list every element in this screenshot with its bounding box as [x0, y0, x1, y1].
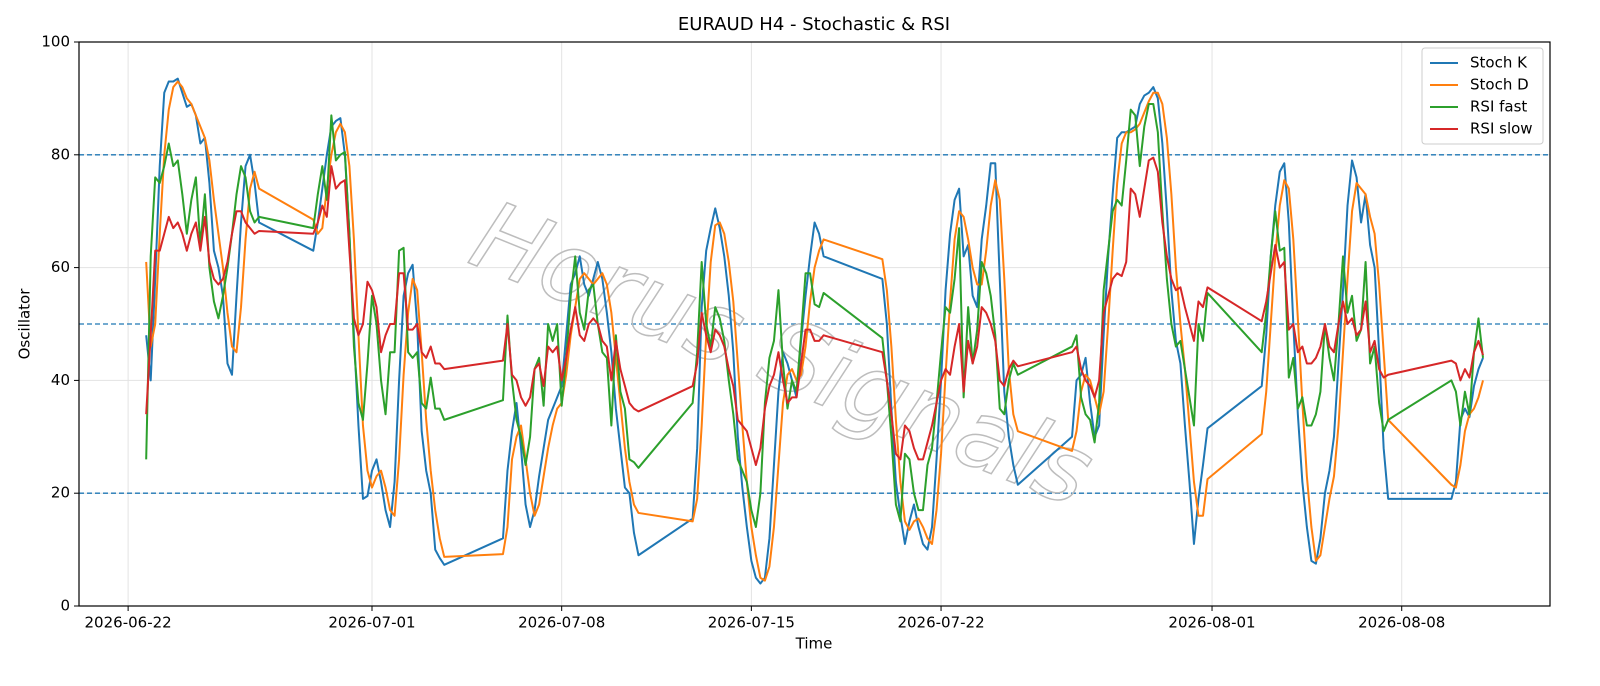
legend-box	[1421, 47, 1544, 145]
y-axis-label: Oscillator	[16, 288, 34, 360]
legend: Stoch K Stoch D RSI fast RSI slow	[1421, 47, 1544, 145]
plot	[145, 77, 1485, 585]
grid	[79, 41, 1550, 607]
x-tick-label: 2026-06-22	[85, 614, 172, 632]
legend-label: Stoch K	[1470, 54, 1528, 72]
x-tick-label: 2026-07-22	[897, 614, 984, 632]
series-line	[145, 77, 1484, 585]
y-tick-label: 80	[51, 145, 70, 163]
x-axis-label: Time	[795, 635, 833, 653]
y-tick-label: 20	[51, 484, 70, 502]
legend-label: Stoch D	[1470, 76, 1529, 94]
series-line	[145, 156, 1484, 466]
legend-label: RSI slow	[1470, 120, 1533, 138]
x-tick-label: 2026-08-08	[1358, 614, 1445, 632]
y-tick-label: 0	[60, 597, 70, 615]
x-tick-label: 2026-07-08	[518, 614, 605, 632]
x-tick-label: 2026-07-01	[328, 614, 415, 632]
y-tick-label: 100	[41, 33, 70, 51]
series-line	[145, 103, 1485, 529]
chart-title: EURAUD H4 - Stochastic & RSI	[678, 14, 950, 35]
y-tick-label: 60	[51, 258, 70, 276]
x-tick-label: 2026-08-01	[1168, 614, 1255, 632]
legend-label: RSI fast	[1470, 98, 1527, 116]
x-tick-label: 2026-07-15	[708, 614, 795, 632]
y-tick-label: 40	[51, 371, 70, 389]
plot-frame	[78, 41, 1551, 607]
